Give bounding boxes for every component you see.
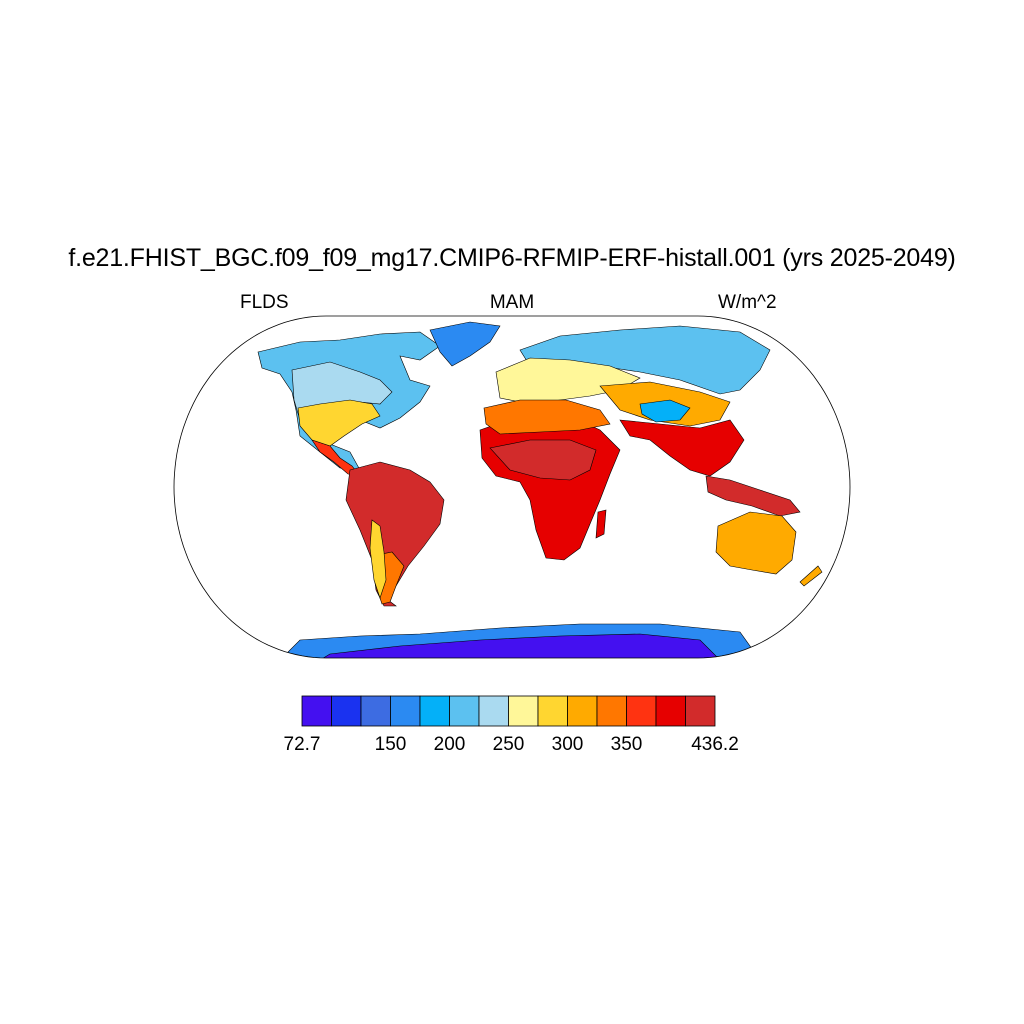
variable-label: FLDS	[240, 292, 289, 313]
africa-north	[483, 399, 611, 435]
colorbar-cell	[655, 695, 686, 727]
colorbar-tick-label: 300	[551, 734, 584, 755]
indonesia-land	[705, 475, 801, 517]
south-asia	[619, 419, 745, 477]
colorbar-cell	[419, 695, 450, 727]
antarctica-inner	[318, 633, 721, 658]
colorbar-cell	[596, 695, 627, 727]
colorbar-tick-label: 350	[610, 734, 643, 755]
colorbar-cell	[449, 695, 480, 727]
colorbar-cell	[478, 695, 509, 727]
andes-strip	[369, 519, 387, 599]
madagascar	[595, 509, 607, 539]
colorbar-cell	[390, 695, 421, 727]
plot-title: f.e21.FHIST_BGC.f09_f09_mg17.CMIP6-RFMIP…	[68, 244, 956, 272]
colorbar-tick-label: 200	[433, 734, 466, 755]
colorbar-cell	[301, 695, 332, 727]
colorbar-cell	[360, 695, 391, 727]
colorbar-cell	[685, 695, 716, 727]
land-fields	[257, 321, 823, 658]
new-zealand	[799, 565, 823, 587]
map-boundary	[173, 315, 851, 659]
north-america-south	[297, 399, 381, 447]
colorbar-cell	[537, 695, 568, 727]
season-label: MAM	[489, 292, 535, 313]
australia-land	[715, 511, 797, 575]
colorbar-cell	[567, 695, 598, 727]
colorbar-cell	[331, 695, 362, 727]
units-label: W/m^2	[718, 292, 777, 313]
greenland-land	[429, 321, 501, 367]
africa-center	[489, 439, 597, 481]
colorbar-tick-label: 72.7	[283, 734, 321, 755]
colorbar-tick-label: 436.2	[691, 734, 739, 755]
tibet-plateau	[639, 399, 691, 423]
colorbar-cell	[508, 695, 539, 727]
colorbar-cell	[626, 695, 657, 727]
colorbar-tick-label: 250	[492, 734, 525, 755]
colorbar-tick-label: 150	[374, 734, 407, 755]
